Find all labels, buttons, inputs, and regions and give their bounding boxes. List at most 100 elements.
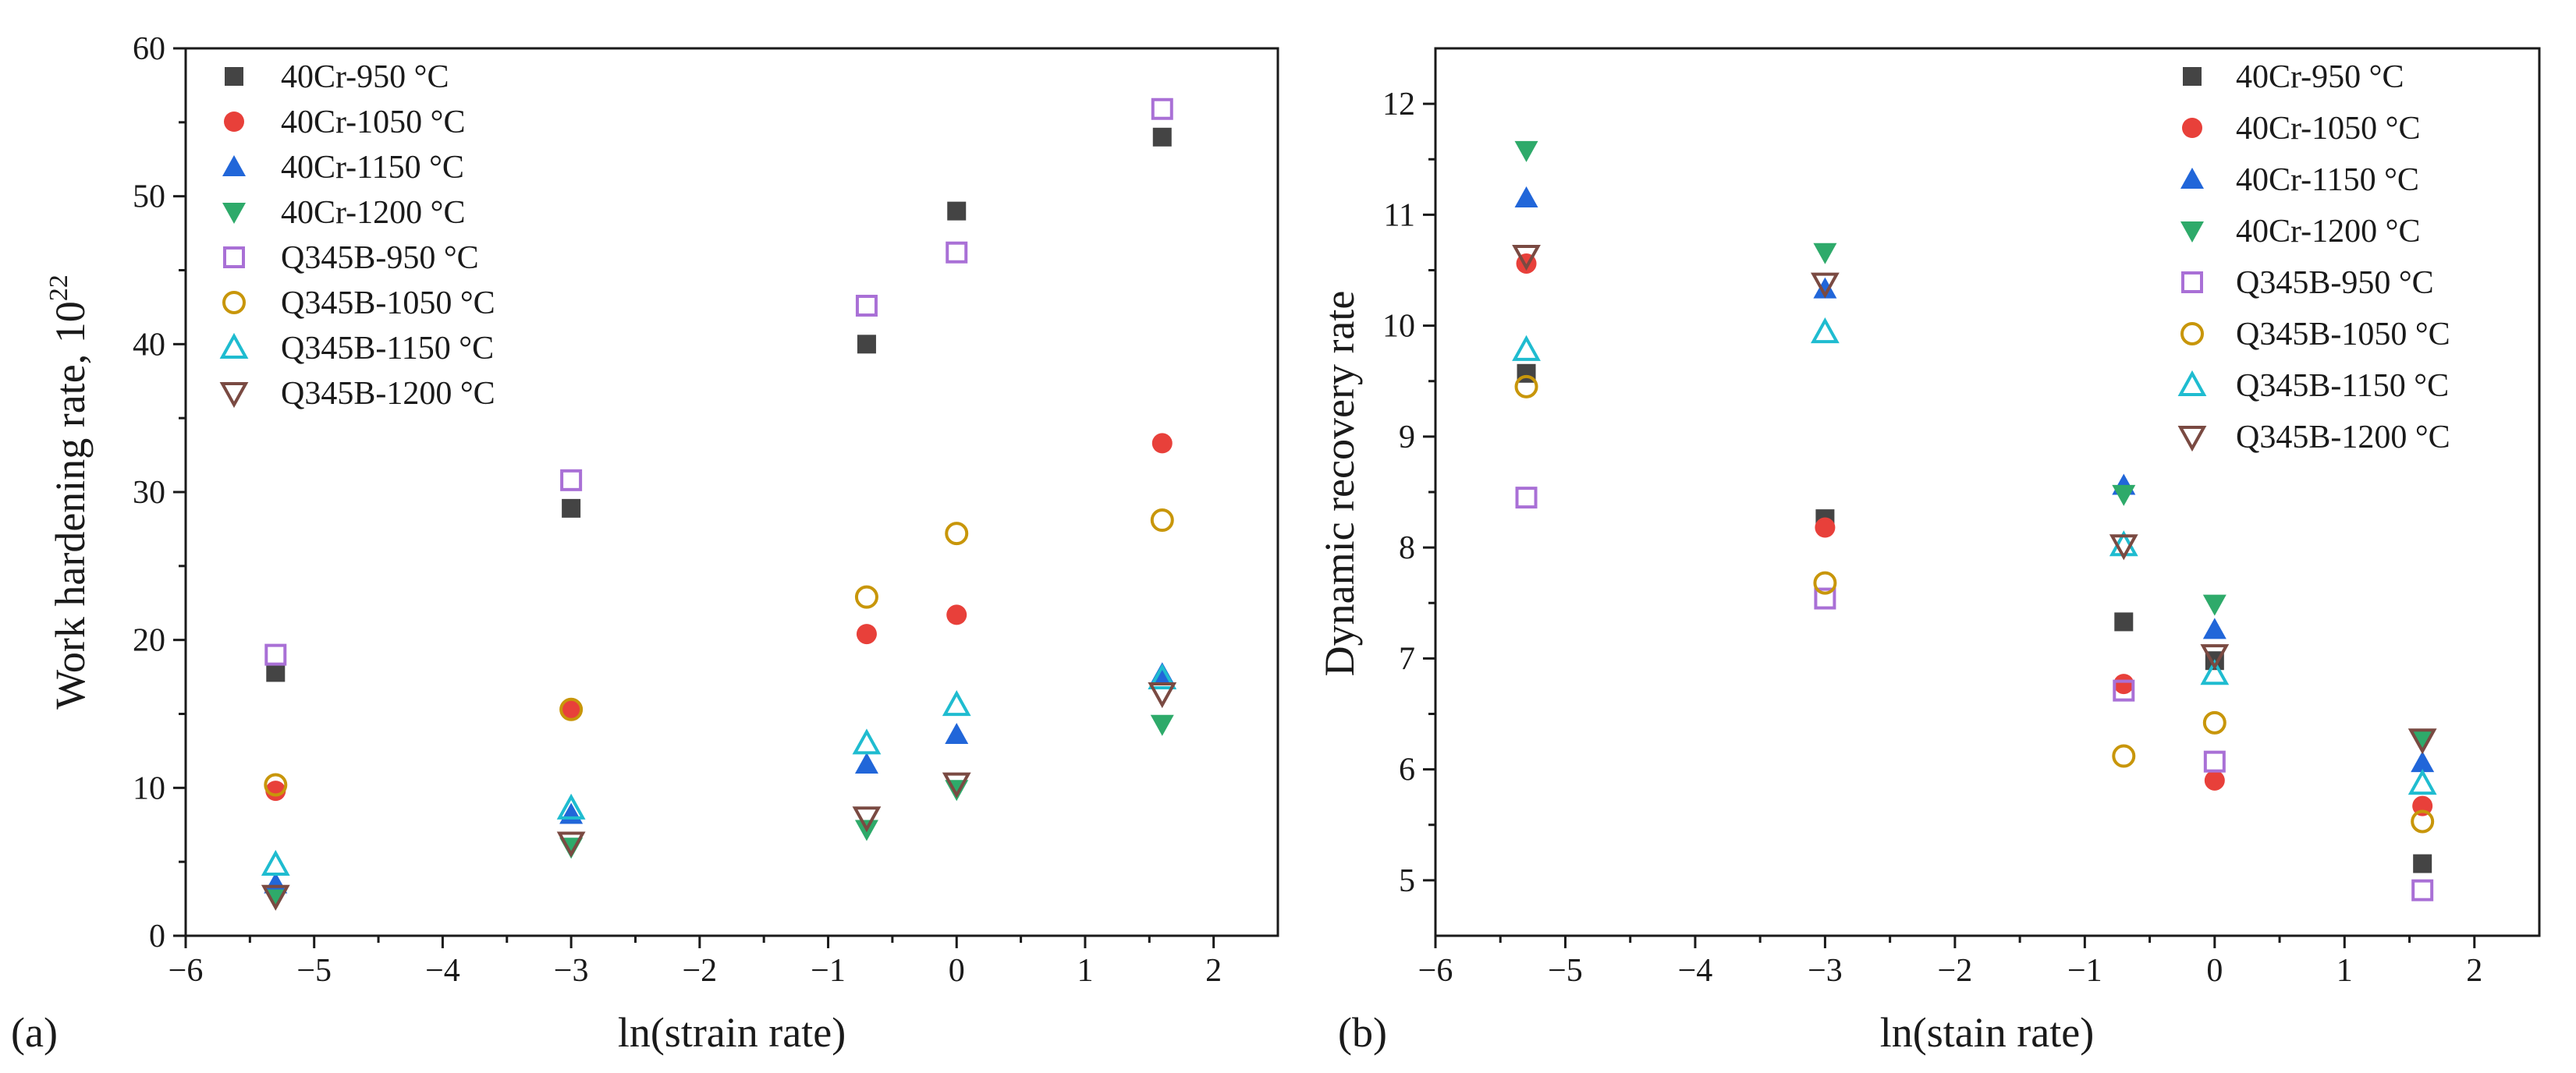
panel-a-point-40cr-1050-c — [1151, 433, 1173, 454]
panel-a-point-40cr-950-c — [947, 201, 967, 221]
panel-b-point-q345b-1200-c — [1512, 245, 1541, 271]
panel-a-point-q345b-1200-c — [942, 772, 971, 799]
panel-a-legend-marker-40cr-1150-c — [222, 155, 246, 176]
panel-b-point-40cr-1150-c — [1514, 186, 1538, 208]
panel-b-point-q345b-1200-c — [2200, 644, 2230, 671]
panel-b-point-q345b-1050-c — [2202, 710, 2227, 735]
panel-a-legend-label-40cr-1200-c: 40Cr-1200 °C — [281, 195, 465, 231]
panel-b-point-40cr-950-c — [2413, 854, 2432, 873]
panel-b-point-40cr-1150-c — [1813, 277, 1837, 299]
panel-a-point-40cr-950-c — [857, 335, 876, 354]
panel-b-x-tick-label: −5 — [1548, 953, 1583, 989]
panel-b-point-40cr-1050-c — [2113, 674, 2134, 695]
panel-b-legend-label-40cr-950-c: 40Cr-950 °C — [2236, 59, 2404, 95]
panel-b-point-q345b-950-c — [2113, 679, 2135, 702]
panel-a-legend-marker-40cr-1200-c — [222, 203, 246, 224]
panel-b-legend-label-q345b-1150-c: Q345B-1150 °C — [2236, 368, 2449, 404]
panel-b-point-q345b-950-c — [2411, 879, 2434, 901]
panel-a-point-q345b-950-c — [264, 643, 287, 666]
panel-b-point-q345b-1050-c — [2112, 744, 2136, 768]
panel-b-legend-label-q345b-950-c: Q345B-950 °C — [2236, 265, 2434, 301]
panel-a-point-q345b-1050-c — [264, 773, 288, 797]
panel-a-point-q345b-1200-c — [556, 831, 586, 858]
panel-a-point-40cr-1150-c — [264, 872, 288, 894]
panel-b-point-40cr-1200-c — [1514, 140, 1538, 162]
panel-a-x-tick-label: −3 — [554, 953, 589, 989]
panel-a-legend-label-q345b-950-c: Q345B-950 °C — [281, 240, 479, 276]
panel-b-y-tick-label: 8 — [1399, 530, 1415, 566]
panel-a-y-tick-label: 0 — [149, 919, 165, 954]
panel-a-legend-label-q345b-1050-c: Q345B-1050 °C — [281, 285, 495, 321]
panel-a-x-tick-label: −6 — [169, 953, 204, 989]
panel-b-x-tick-label: 2 — [2466, 953, 2482, 989]
panel-b-point-40cr-1050-c — [1815, 517, 1836, 538]
panel-a-point-q345b-1050-c — [945, 522, 969, 546]
panel-b-legend-marker-q345b-950-c — [2181, 271, 2203, 293]
panel-b-point-q345b-1150-c — [1512, 335, 1541, 361]
panel-b-legend-label-q345b-1050-c: Q345B-1050 °C — [2236, 317, 2450, 352]
panel-a-point-40cr-1050-c — [856, 624, 877, 645]
panel-b-x-tick-label: −2 — [1938, 953, 1973, 989]
panel-a-x-tick-label: 2 — [1205, 953, 1222, 989]
panel-a-point-40cr-1050-c — [265, 781, 286, 802]
panel-b-x-tick-label: −1 — [2067, 953, 2102, 989]
panel-a-legend-marker-40cr-950-c — [225, 67, 243, 86]
panel-a-point-40cr-1200-c — [1150, 714, 1174, 736]
panel-a-point-q345b-1200-c — [261, 884, 290, 911]
panel-b-legend-label-40cr-1050-c: 40Cr-1050 °C — [2236, 111, 2420, 147]
panel-b-point-40cr-950-c — [2114, 612, 2134, 632]
panel-b-legend-marker-q345b-1200-c — [2177, 426, 2207, 452]
panel-b-point-40cr-1150-c — [2202, 618, 2227, 639]
panel-a-point-q345b-1200-c — [852, 806, 882, 833]
panel-b-legend-marker-q345b-1150-c — [2177, 370, 2207, 396]
panel-a-legend-label-40cr-1150-c: 40Cr-1150 °C — [281, 150, 464, 186]
panel-a-legend-label-q345b-1150-c: Q345B-1150 °C — [281, 331, 494, 367]
panel-b-point-q345b-1050-c — [1813, 571, 1837, 595]
panel-b-legend-marker-40cr-1200-c — [2180, 221, 2204, 243]
panel-a-point-q345b-1150-c — [1148, 663, 1177, 689]
panel-a-point-40cr-1150-c — [945, 723, 969, 745]
panel-b-x-tick-label: −4 — [1678, 953, 1713, 989]
panel-a-point-q345b-1200-c — [1148, 682, 1177, 709]
panel-a-point-q345b-950-c — [946, 241, 968, 264]
panel-b-x-tick-label: −3 — [1808, 953, 1843, 989]
panel-b-legend-marker-q345b-1050-c — [2180, 322, 2204, 345]
panel-b-point-40cr-1200-c — [2411, 730, 2435, 752]
panel-a-point-q345b-950-c — [560, 469, 583, 491]
panel-a-point-q345b-950-c — [1151, 97, 1173, 120]
panel-b-legend-label-q345b-1200-c: Q345B-1200 °C — [2236, 420, 2450, 455]
panel-a-point-q345b-1150-c — [942, 690, 971, 717]
panel-b-point-40cr-1200-c — [1813, 243, 1837, 264]
panel-a-point-q345b-950-c — [855, 295, 878, 317]
panel-a-point-q345b-1150-c — [852, 728, 882, 755]
panel-a-legend-marker-q345b-1050-c — [222, 291, 246, 314]
panel-a-legend-label-40cr-950-c: 40Cr-950 °C — [281, 59, 449, 95]
panel-b-legend-marker-40cr-1150-c — [2180, 168, 2204, 189]
panel-b-point-q345b-1150-c — [1811, 317, 1840, 344]
panel-b-point-q345b-1050-c — [1514, 374, 1538, 398]
panel-a-legend-marker-q345b-1150-c — [219, 332, 249, 359]
panel-b-x-axis-title: ln(stain rate) — [1880, 1009, 2094, 1056]
panel-b-point-40cr-1200-c — [2202, 594, 2227, 616]
panel-a-x-tick-label: −2 — [682, 953, 717, 989]
panel-b-y-tick-label: 6 — [1399, 753, 1415, 788]
panel-b-y-tick-label: 11 — [1384, 197, 1415, 233]
panel-a-point-40cr-1050-c — [946, 604, 967, 625]
panel-a-point-40cr-1050-c — [561, 699, 582, 720]
panel-a-point-40cr-950-c — [562, 498, 581, 518]
panel-a-y-tick-label: 40 — [133, 327, 165, 363]
panel-a-y-axis-title-base: Work hardening rate, 10 — [47, 301, 94, 709]
panel-a-points — [261, 97, 1177, 911]
panel-b-point-q345b-1150-c — [2200, 659, 2230, 685]
panel-a-point-q345b-1050-c — [559, 697, 584, 721]
panel-b-label: (b) — [1338, 1009, 1387, 1056]
panel-a-y-axis-title: Work hardening rate, 1022 — [44, 274, 94, 709]
panel-b-point-40cr-1150-c — [2411, 751, 2435, 773]
panel-a-x-tick-label: −4 — [425, 953, 460, 989]
panel-a-legend-label-40cr-1050-c: 40Cr-1050 °C — [281, 104, 465, 140]
